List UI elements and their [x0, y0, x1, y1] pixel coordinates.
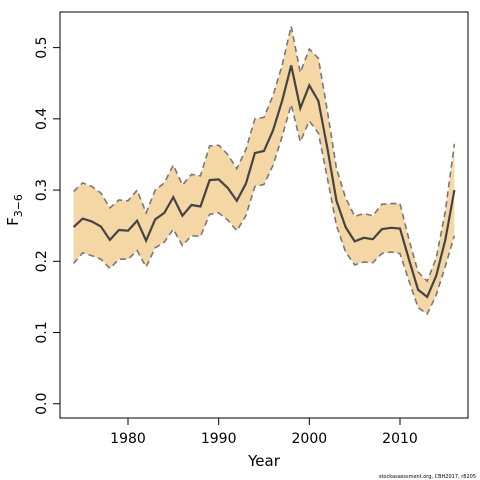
footnote: stockassessment.org, CBH2017, r8205 — [379, 474, 476, 480]
x-tick-label: 1980 — [110, 431, 146, 447]
x-tick-label: 1990 — [201, 431, 237, 447]
x-tick-label: 2010 — [382, 431, 418, 447]
y-axis-title: F3−6 — [4, 194, 25, 226]
x-axis: 1980 1990 2000 2010 — [110, 418, 418, 447]
svg-text:F3−6: F3−6 — [4, 194, 25, 226]
y-tick-label: 0.2 — [34, 250, 50, 272]
y-axis-title-subscript: 3−6 — [12, 194, 25, 217]
confidence-band — [73, 26, 455, 314]
plot-area — [72, 26, 456, 316]
x-axis-title: Year — [247, 452, 281, 470]
y-tick-label: 0.4 — [34, 108, 50, 130]
y-tick-label: 0.0 — [34, 393, 50, 415]
y-axis: 0.0 0.1 0.2 0.3 0.4 0.5 — [34, 36, 60, 415]
y-tick-label: 0.1 — [34, 321, 50, 343]
y-axis-title-main: F — [4, 217, 22, 226]
lower-bound-line — [72, 101, 456, 316]
estimate-line — [72, 65, 456, 299]
plot-frame — [59, 11, 469, 419]
x-tick-label: 2000 — [292, 431, 328, 447]
upper-bound-line — [73, 26, 456, 283]
y-tick-label: 0.3 — [34, 179, 50, 201]
y-tick-label: 0.5 — [34, 36, 50, 58]
